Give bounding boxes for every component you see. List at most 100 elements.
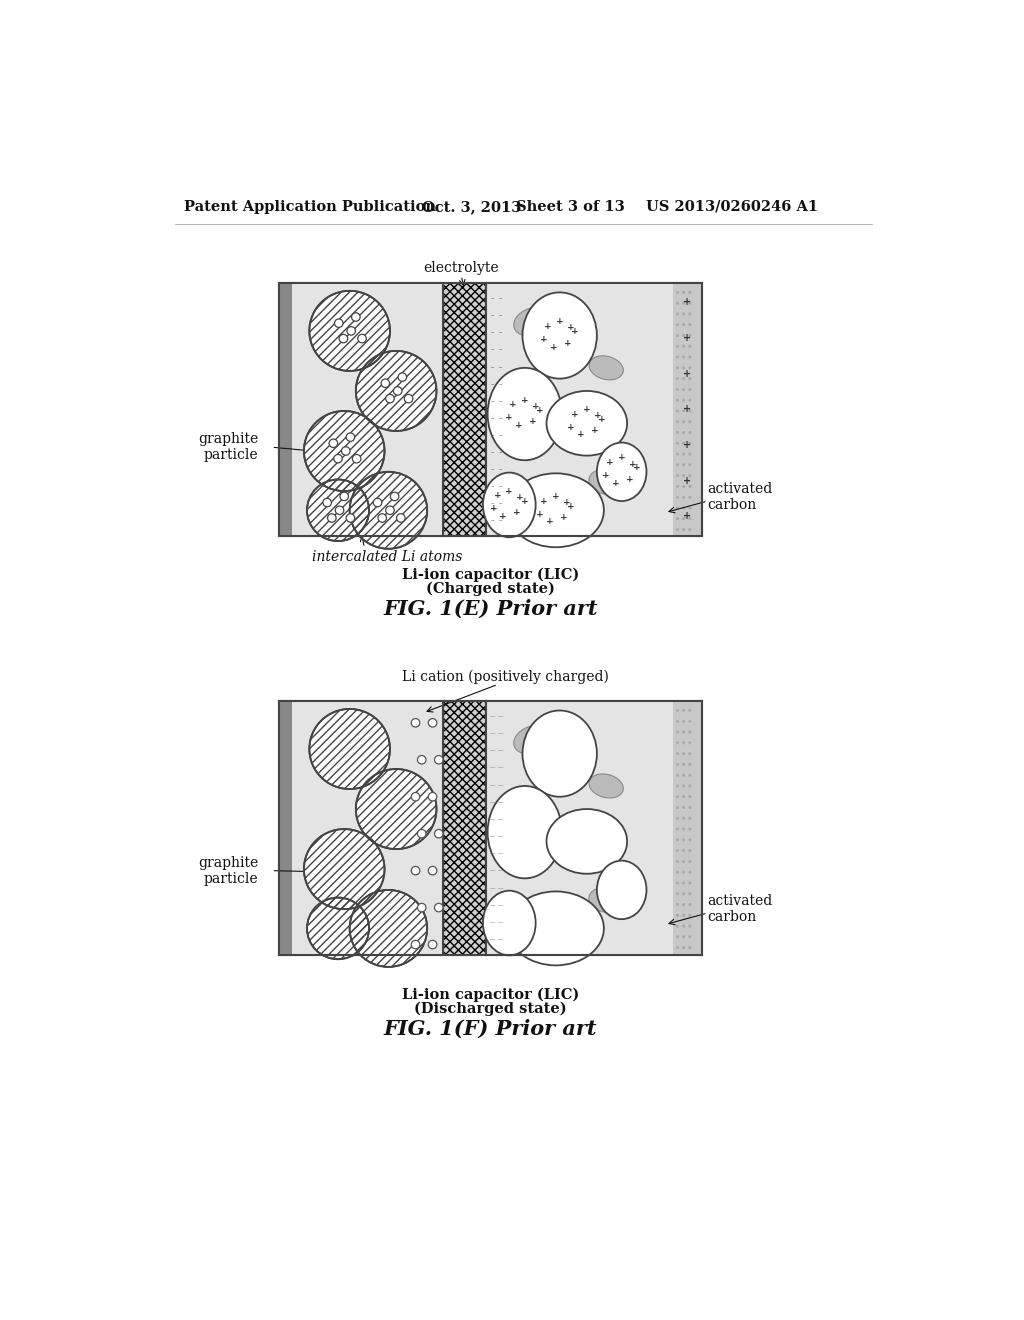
Text: —: —	[498, 920, 503, 925]
Circle shape	[688, 763, 691, 766]
Circle shape	[381, 379, 389, 388]
Ellipse shape	[487, 785, 562, 878]
Text: —: —	[489, 714, 495, 719]
Text: +: +	[591, 426, 598, 436]
Circle shape	[676, 882, 679, 884]
Circle shape	[329, 440, 338, 447]
Circle shape	[688, 742, 691, 744]
Circle shape	[676, 484, 679, 488]
Text: +: +	[629, 459, 636, 469]
Text: +: +	[606, 458, 613, 467]
Circle shape	[412, 866, 420, 875]
Ellipse shape	[483, 473, 536, 537]
Circle shape	[676, 936, 679, 939]
Text: +: +	[537, 510, 544, 519]
Text: (Charged state): (Charged state)	[426, 582, 555, 597]
Circle shape	[682, 946, 685, 949]
Circle shape	[682, 828, 685, 830]
Circle shape	[688, 784, 691, 788]
Ellipse shape	[508, 474, 604, 548]
Ellipse shape	[589, 774, 624, 799]
Circle shape	[682, 838, 685, 841]
Text: —: —	[489, 748, 495, 754]
Circle shape	[688, 807, 691, 809]
Text: —: —	[498, 869, 503, 874]
Circle shape	[682, 302, 685, 305]
Circle shape	[412, 792, 420, 801]
Circle shape	[688, 355, 691, 359]
Circle shape	[682, 892, 685, 895]
Bar	[280, 284, 701, 536]
Circle shape	[676, 496, 679, 499]
Circle shape	[682, 871, 685, 874]
Circle shape	[676, 784, 679, 788]
Circle shape	[335, 319, 343, 327]
Text: —: —	[489, 886, 495, 891]
Text: –: –	[490, 381, 494, 387]
Ellipse shape	[487, 368, 562, 461]
Circle shape	[688, 817, 691, 820]
Ellipse shape	[547, 391, 627, 455]
Circle shape	[390, 492, 399, 500]
Text: —: —	[498, 731, 503, 737]
Circle shape	[676, 849, 679, 853]
Ellipse shape	[518, 840, 548, 863]
Circle shape	[676, 507, 679, 510]
Circle shape	[418, 829, 426, 838]
Circle shape	[682, 367, 685, 370]
Circle shape	[676, 378, 679, 380]
Text: +: +	[552, 492, 559, 500]
Circle shape	[428, 940, 437, 949]
Circle shape	[682, 882, 685, 884]
Text: Li-ion capacitor (LIC): Li-ion capacitor (LIC)	[401, 568, 579, 582]
Text: –: –	[490, 347, 494, 352]
Text: —: —	[489, 903, 495, 908]
Text: +: +	[513, 508, 521, 517]
Text: —: —	[489, 800, 495, 805]
Bar	[292, 284, 442, 536]
Text: +: +	[546, 517, 553, 527]
Text: —: —	[498, 748, 503, 754]
Circle shape	[418, 755, 426, 764]
Text: +: +	[537, 405, 544, 414]
Circle shape	[347, 326, 355, 335]
Circle shape	[676, 859, 679, 863]
Text: –: –	[499, 432, 502, 438]
Circle shape	[428, 866, 437, 875]
Text: +: +	[683, 511, 691, 521]
Circle shape	[676, 442, 679, 445]
Text: +: +	[490, 504, 498, 513]
Text: +: +	[602, 471, 610, 480]
Circle shape	[688, 507, 691, 510]
Text: —: —	[498, 800, 503, 805]
Circle shape	[682, 378, 685, 380]
Bar	[486, 284, 673, 536]
Circle shape	[676, 892, 679, 895]
Circle shape	[676, 752, 679, 755]
Text: —: —	[498, 817, 503, 822]
Circle shape	[688, 388, 691, 391]
Circle shape	[682, 528, 685, 531]
Circle shape	[688, 709, 691, 711]
Circle shape	[346, 433, 354, 441]
Circle shape	[688, 730, 691, 734]
Circle shape	[676, 313, 679, 315]
Circle shape	[688, 849, 691, 853]
Text: —: —	[498, 851, 503, 857]
Bar	[442, 701, 486, 956]
Circle shape	[676, 913, 679, 917]
Circle shape	[682, 323, 685, 326]
Text: —: —	[489, 817, 495, 822]
Text: Patent Application Publication: Patent Application Publication	[183, 199, 436, 214]
Circle shape	[676, 730, 679, 734]
Text: —: —	[489, 869, 495, 874]
Ellipse shape	[518, 421, 548, 446]
Text: +: +	[521, 396, 528, 405]
Circle shape	[346, 513, 354, 523]
Text: +: +	[611, 479, 620, 488]
Circle shape	[682, 290, 685, 294]
Circle shape	[682, 903, 685, 906]
Circle shape	[335, 506, 344, 515]
Text: +: +	[583, 405, 591, 414]
Text: –: –	[490, 449, 494, 455]
